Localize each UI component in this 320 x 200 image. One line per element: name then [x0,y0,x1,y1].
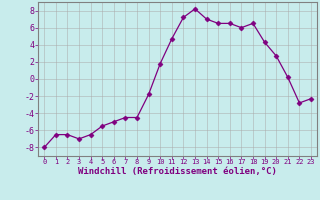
X-axis label: Windchill (Refroidissement éolien,°C): Windchill (Refroidissement éolien,°C) [78,167,277,176]
